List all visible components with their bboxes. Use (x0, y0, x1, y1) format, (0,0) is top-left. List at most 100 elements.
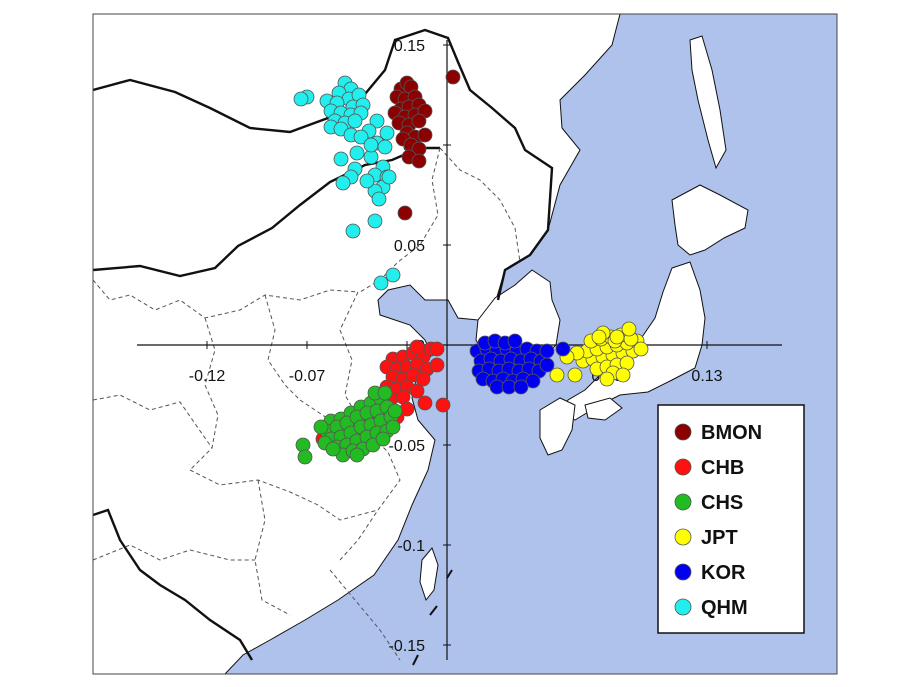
y-tick-label: -0.1 (397, 538, 425, 555)
legend-marker-jpt (674, 528, 692, 546)
province-border (189, 469, 379, 521)
legend-marker-chb (674, 458, 692, 476)
data-point-qhm (385, 267, 401, 283)
legend-label-kor: KOR (701, 562, 746, 584)
data-point-jpt (609, 329, 625, 345)
data-point-bmon (417, 127, 433, 143)
x-tick-label: -0.12 (189, 368, 226, 385)
legend: BMON CHB CHS JPT KOR QHM (657, 404, 805, 634)
land-taiwan (419, 547, 439, 602)
data-point-qhm (359, 173, 375, 189)
map-background (93, 14, 837, 674)
data-point-kor (555, 341, 571, 357)
data-point-qhm (293, 91, 309, 107)
data-point-kor (507, 333, 523, 349)
legend-box (657, 404, 805, 634)
data-point-chs (387, 403, 403, 419)
data-point-chs (313, 419, 329, 435)
legend-label-chs: CHS (701, 492, 743, 514)
data-point-qhm (371, 191, 387, 207)
data-point-chb (429, 357, 445, 373)
legend-marker-bmon (674, 423, 692, 441)
national-border (93, 28, 554, 301)
island-mark (429, 605, 438, 616)
legend-marker-qhm (674, 598, 692, 616)
province-border (93, 544, 255, 561)
data-point-qhm (363, 137, 379, 153)
legend-marker-kor (674, 563, 692, 581)
land-mainland (93, 14, 621, 674)
y-tick-label: 0.05 (394, 238, 425, 255)
land-hokkaido (671, 184, 749, 256)
data-point-jpt (549, 367, 565, 383)
land-sakhalin (689, 35, 727, 170)
y-tick-label: -0.05 (389, 438, 426, 455)
data-point-qhm (345, 223, 361, 239)
data-point-chs (385, 419, 401, 435)
data-point-chb (409, 383, 425, 399)
data-point-bmon (411, 153, 427, 169)
data-point-jpt (621, 321, 637, 337)
series-bmon (387, 69, 461, 221)
data-point-qhm (381, 169, 397, 185)
data-point-chs (325, 441, 341, 457)
x-tick-label: 0.13 (691, 368, 722, 385)
legend-label-chb: CHB (701, 457, 744, 479)
series-jpt (549, 321, 649, 387)
data-point-chs (297, 449, 313, 465)
y-tick-label: 0.15 (394, 38, 425, 55)
island-mark (446, 569, 453, 579)
data-point-qhm (377, 139, 393, 155)
legend-label-qhm: QHM (701, 597, 748, 619)
national-border (93, 146, 440, 278)
province-border (329, 569, 401, 661)
data-points (293, 69, 649, 465)
data-point-jpt (567, 367, 583, 383)
data-point-kor (539, 343, 555, 359)
series-qhm (293, 75, 401, 291)
data-point-bmon (411, 113, 427, 129)
data-point-qhm (333, 151, 349, 167)
plot-frame (92, 13, 838, 675)
national-border (93, 508, 254, 661)
data-point-chb (409, 339, 425, 355)
data-point-chs (377, 385, 393, 401)
data-point-qhm (335, 175, 351, 191)
data-point-qhm (369, 113, 385, 129)
province-border (254, 479, 291, 616)
land-kyushu (539, 397, 576, 456)
province-border (189, 317, 219, 471)
data-point-bmon (445, 69, 461, 85)
province-border (264, 294, 301, 401)
legend-marker-chs (674, 493, 692, 511)
data-point-chb (435, 397, 451, 413)
y-tick-label: -0.15 (389, 638, 426, 655)
x-tick-label: -0.07 (289, 368, 326, 385)
data-point-qhm (347, 113, 363, 129)
data-point-chs (375, 431, 391, 447)
province-border (339, 291, 366, 431)
land-shikoku (584, 397, 623, 421)
data-point-jpt (633, 341, 649, 357)
data-point-qhm (367, 213, 383, 229)
data-point-kor (525, 373, 541, 389)
data-point-qhm (373, 275, 389, 291)
data-point-chb (415, 371, 431, 387)
data-point-qhm (349, 145, 365, 161)
series-chs (295, 385, 403, 465)
legend-label-bmon: BMON (701, 422, 762, 444)
data-point-jpt (599, 371, 615, 387)
data-point-qhm (353, 129, 369, 145)
data-point-jpt (591, 329, 607, 345)
data-point-bmon (397, 205, 413, 221)
data-point-kor (539, 357, 555, 373)
island-mark (412, 654, 419, 666)
province-border (439, 147, 521, 263)
data-point-chb (417, 395, 433, 411)
legend-items: BMON CHB CHS JPT KOR QHM (674, 422, 762, 619)
data-point-jpt (615, 367, 631, 383)
data-point-kor (513, 379, 529, 395)
series-kor (469, 333, 571, 395)
data-point-chs (349, 447, 365, 463)
